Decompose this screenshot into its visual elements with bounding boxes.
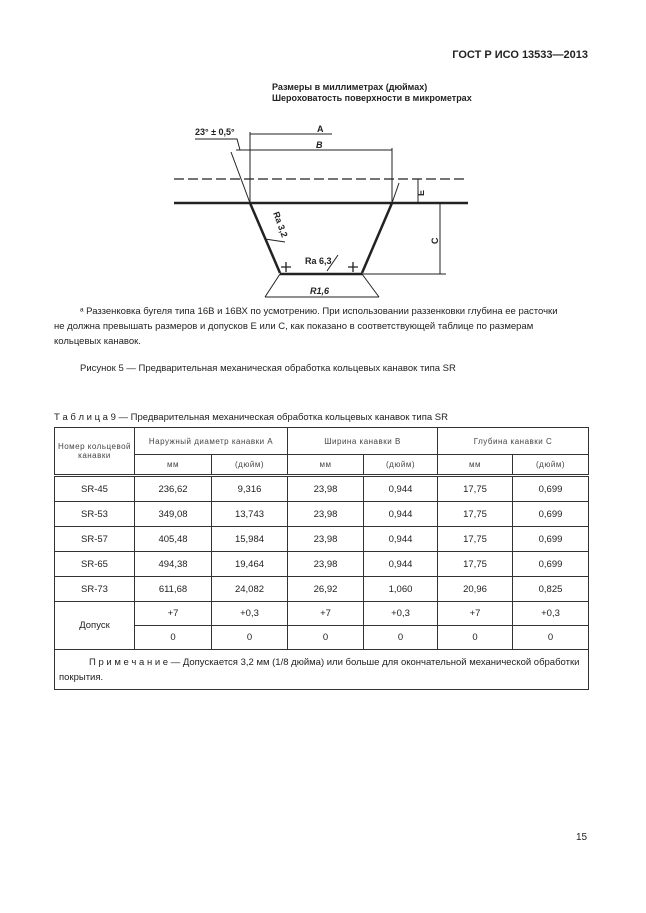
table-cell: 0,699	[512, 501, 589, 527]
unit-cell: мм	[287, 454, 364, 476]
table-cell: 17,75	[437, 475, 513, 502]
table-row: SR-65 494,38 19,464 23,98 0,944 17,75 0,699	[54, 551, 589, 577]
table-cell: 19,464	[211, 551, 288, 577]
table-cell: 0	[437, 625, 513, 650]
table-cell: 23,98	[287, 501, 364, 527]
unit-cell: (дюйм)	[512, 454, 589, 476]
table-cell: +0,3	[363, 601, 438, 626]
table-cell: 0,944	[363, 475, 438, 502]
table-title: Т а б л и ц а 9 — Предварительная механи…	[54, 412, 448, 423]
table-cell: 24,082	[211, 576, 288, 602]
table-cell: +0,3	[512, 601, 589, 626]
label-e: E	[416, 190, 426, 196]
table-cell: 0	[134, 625, 212, 650]
table-cell: 1,060	[363, 576, 438, 602]
table-cell: 0	[211, 625, 288, 650]
page-number: 15	[576, 832, 588, 843]
table-cell: 23,98	[287, 526, 364, 552]
figure-footnote: ᵃ Раззенковка бугеля типа 16В и 16ВХ по …	[54, 306, 558, 347]
table-cell: +0,3	[211, 601, 288, 626]
table-row: SR-73 611,68 24,082 26,92 1,060 20,96 0,825	[54, 576, 589, 602]
header-depth: Глубина канавки C	[437, 427, 589, 455]
figure-caption-units: Размеры в миллиметрах (дюймах)	[272, 82, 428, 92]
table-cell: 236,62	[134, 475, 212, 502]
table-cell: +7	[134, 601, 212, 626]
table-cell: 23,98	[287, 551, 364, 577]
table-note: П р и м е ч а н и е — Допускается 3,2 мм…	[54, 649, 589, 690]
document-header: ГОСТ Р ИСО 13533—2013	[452, 49, 588, 61]
table-cell: 0,699	[512, 551, 589, 577]
table-cell: 13,743	[211, 501, 288, 527]
table-cell: 0	[512, 625, 589, 650]
roughness-label-bottom: Ra 6,3	[305, 256, 332, 266]
roughness-label-wall: Ra 3,2	[271, 210, 289, 238]
table-row: SR-45 236,62 9,316 23,98 0,944 17,75 0,699	[54, 475, 589, 502]
table-cell: SR-65	[54, 551, 135, 577]
label-b: B	[316, 140, 323, 150]
table-cell: 15,984	[211, 526, 288, 552]
table-cell: +7	[437, 601, 513, 626]
table-cell: 611,68	[134, 576, 212, 602]
table-cell: 23,98	[287, 475, 364, 502]
unit-cell: мм	[437, 454, 513, 476]
label-a: A	[317, 124, 324, 134]
figure-caption-roughness: Шероховатость поверхности в микрометрах	[272, 93, 472, 103]
figure-title: Рисунок 5 — Предварительная механическая…	[80, 363, 456, 374]
table-cell: 17,75	[437, 501, 513, 527]
header-width: Ширина канавки B	[287, 427, 438, 455]
table-cell: 0,944	[363, 551, 438, 577]
tolerance-label: Допуск	[54, 601, 135, 650]
groove-left-wall	[248, 202, 282, 274]
table-cell: 0,944	[363, 526, 438, 552]
groove-right-wall	[360, 202, 394, 274]
table-cell: 17,75	[437, 551, 513, 577]
header-groove-number: Номер кольцевой канавки	[54, 427, 135, 477]
table-row: SR-57 405,48 15,984 23,98 0,944 17,75 0,699	[54, 526, 589, 552]
table-cell: 405,48	[134, 526, 212, 552]
table-cell: 494,38	[134, 551, 212, 577]
label-c: C	[430, 237, 440, 244]
groove-drawing: 23° ± 0,5° A B E C Ra 3,2 Ra 6,3 R1,6	[174, 124, 468, 298]
table-cell: 0	[287, 625, 364, 650]
table-row: SR-53 349,08 13,743 23,98 0,944 17,75 0,699	[54, 501, 589, 527]
table-cell: SR-57	[54, 526, 135, 552]
table-cell: 0,699	[512, 475, 589, 502]
angle-label: 23° ± 0,5°	[195, 127, 235, 137]
table-cell: 349,08	[134, 501, 212, 527]
header-outer-diameter: Наружный диаметр канавки A	[134, 427, 288, 455]
table-cell: 0,944	[363, 501, 438, 527]
table-cell: 0	[363, 625, 438, 650]
unit-cell: мм	[134, 454, 212, 476]
table-cell: 0,825	[512, 576, 589, 602]
table-cell: 26,92	[287, 576, 364, 602]
radius-label: R1,6	[310, 286, 330, 296]
groove-table: Номер кольцевой канавки Наружный диаметр…	[54, 427, 589, 690]
unit-cell: (дюйм)	[211, 454, 288, 476]
table-cell: SR-73	[54, 576, 135, 602]
table-cell: +7	[287, 601, 364, 626]
unit-cell: (дюйм)	[363, 454, 438, 476]
table-cell: SR-45	[54, 475, 135, 502]
table-cell: SR-53	[54, 501, 135, 527]
table-cell: 17,75	[437, 526, 513, 552]
table-cell: 9,316	[211, 475, 288, 502]
tolerance-row: Допуск +7 +0,3 +7 +0,3 +7 +0,3	[54, 601, 589, 650]
table-cell: 0,699	[512, 526, 589, 552]
table-cell: 20,96	[437, 576, 513, 602]
